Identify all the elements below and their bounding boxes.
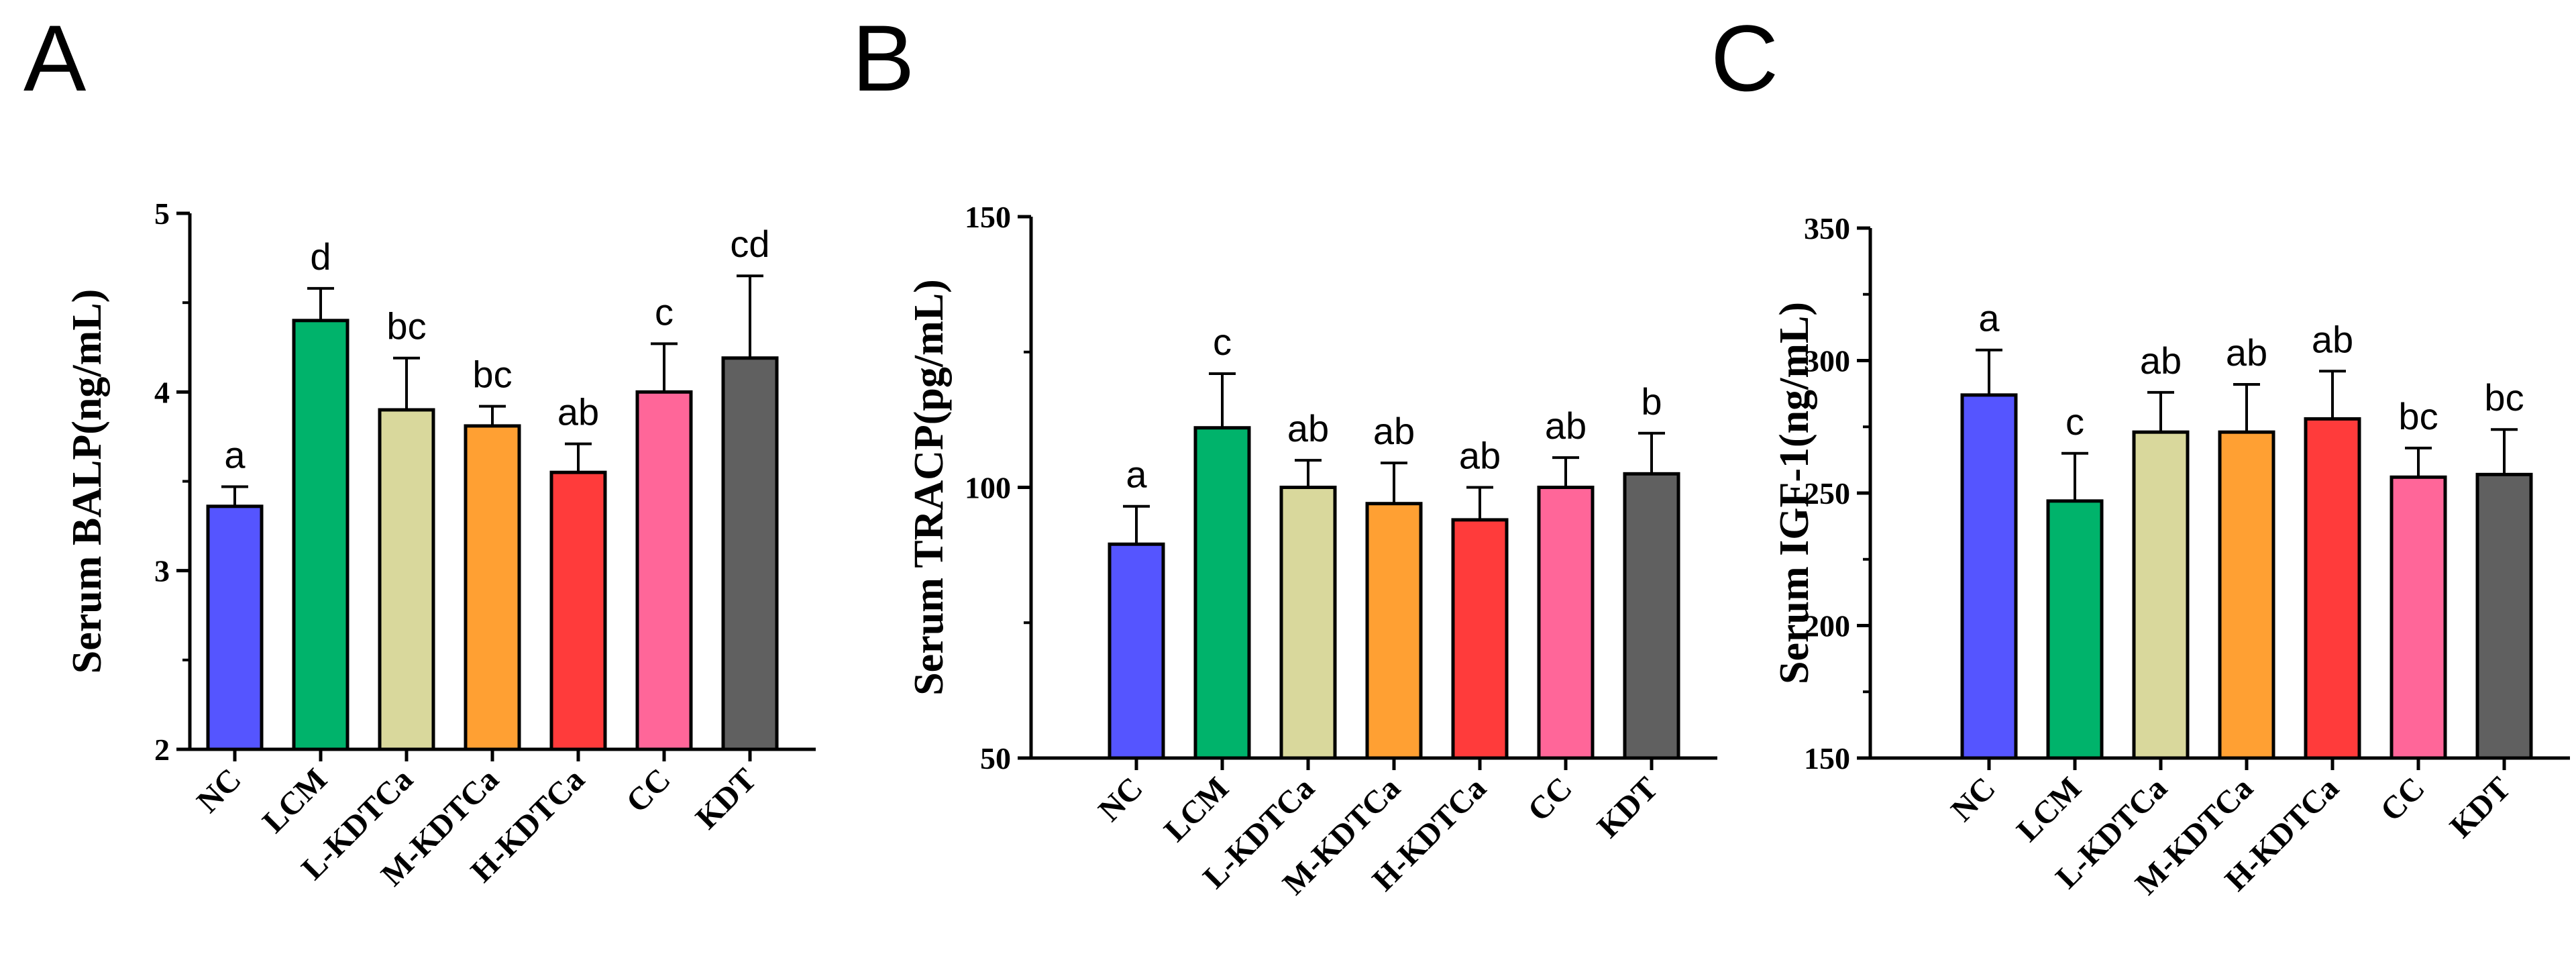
y-tick-label: 300 [1804,344,1850,378]
y-tick-label: 150 [1804,741,1850,775]
bar-H-KDTCa [1451,518,1509,760]
bar-NC [1108,542,1165,760]
significance-letter-NC: a [1126,453,1147,496]
significance-letter-M-KDTCa: ab [2226,331,2267,374]
bar-LCM [2046,499,2104,760]
x-tick-label-NC: NC [1944,770,2002,828]
y-axis-title: Serum IGF-1(ng/mL) [1772,302,1817,684]
y-tick-label: 50 [980,741,1011,775]
y-tick-label: 150 [965,200,1011,234]
bar-H-KDTCa [2304,417,2361,760]
significance-letter-H-KDTCa: ab [557,391,599,433]
significance-letter-H-KDTCa: ab [2312,318,2353,360]
y-tick-label: 200 [1804,609,1850,643]
bar-L-KDTCa [2132,430,2190,760]
significance-letter-L-KDTCa: ab [1287,407,1329,449]
x-tick-label-CC: CC [2373,770,2431,828]
y-tick-label: 2 [154,733,170,767]
bar-L-KDTCa [378,408,435,751]
bar-M-KDTCa [2218,430,2275,760]
panel-label-C: C [1711,5,1778,111]
significance-letter-LCM: c [2065,400,2084,443]
significance-letter-LCM: d [310,235,331,278]
x-tick-label-KDT: KDT [2443,770,2518,845]
bar-M-KDTCa [464,424,521,751]
bar-H-KDTCa [549,470,607,751]
y-tick-label: 100 [965,471,1011,505]
significance-letter-H-KDTCa: ab [1459,435,1501,477]
y-tick-label: 250 [1804,476,1850,511]
bar-NC [206,504,264,751]
y-tick-label: 3 [154,554,170,588]
significance-letter-LCM: c [1213,321,1232,363]
x-tick-label-CC: CC [1521,770,1578,828]
x-tick-label-KDT: KDT [1591,770,1665,845]
x-tick-label-LCM: LCM [1157,770,1236,849]
y-tick-label: 5 [154,197,170,231]
significance-letter-NC: a [1978,297,2000,339]
panel-label-A: A [23,5,87,111]
y-tick-label: 350 [1804,211,1850,246]
panel-label-B: B [852,5,914,111]
significance-letter-KDT: cd [730,223,769,265]
bar-M-KDTCa [1365,502,1423,760]
significance-letter-CC: c [655,290,674,333]
bar-LCM [1193,426,1251,760]
significance-letter-L-KDTCa: bc [386,305,426,347]
panel-C: C 150 200 250 300 350 Serum IGF-1(ng/mL) a NC c LC… [1711,5,2570,902]
bar-L-KDTCa [1279,486,1337,760]
bar-CC [2390,475,2447,760]
x-tick-label-CC: CC [619,761,677,819]
significance-letter-KDT: bc [2484,376,2524,419]
x-tick-label-KDT: KDT [689,761,763,836]
bar-CC [1537,486,1595,760]
x-tick-label-LCM: LCM [256,761,334,840]
y-axis-title: Serum BALP(ng/mL) [64,289,110,674]
bar-CC [635,390,693,751]
x-tick-label-LCM: LCM [2010,770,2088,849]
significance-letter-M-KDTCa: ab [1373,410,1415,452]
bar-KDT [2475,472,2533,760]
x-tick-label-NC: NC [190,761,248,819]
y-axis-title: Serum TRACP(pg/mL) [906,279,952,696]
x-tick-label-NC: NC [1091,770,1149,828]
significance-letter-CC: bc [2398,395,2438,437]
significance-letter-KDT: b [1641,380,1662,423]
bar-KDT [1623,472,1680,760]
bar-KDT [721,356,779,751]
significance-letter-L-KDTCa: ab [2140,339,2182,382]
bar-NC [1960,393,2018,760]
significance-letter-M-KDTCa: bc [472,354,512,396]
significance-letter-CC: ab [1545,405,1587,447]
y-tick-label: 4 [154,375,170,409]
bar-LCM [292,319,350,751]
significance-letter-NC: a [224,433,246,476]
